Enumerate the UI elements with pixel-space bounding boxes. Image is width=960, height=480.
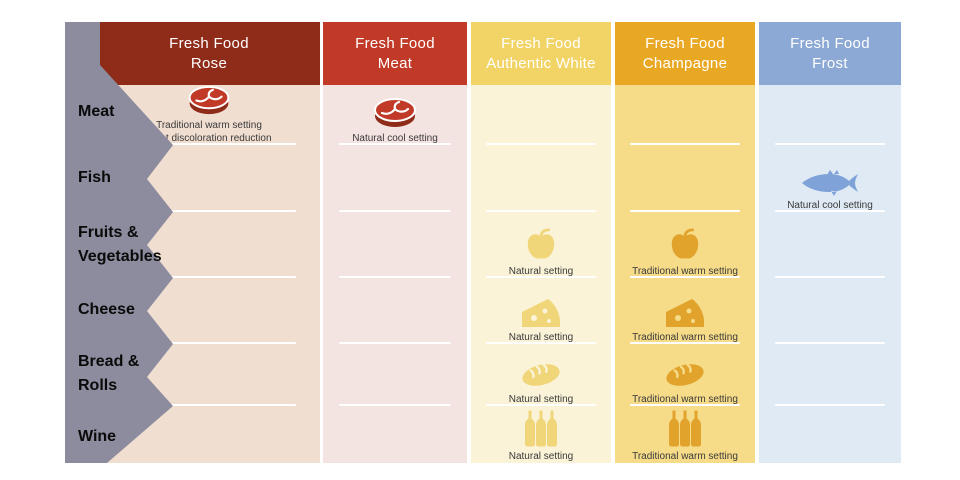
- cell-authentic-white-wine: Natural setting: [471, 406, 611, 468]
- column-fresh-food-meat: Fresh Food Meat Natural cool setting: [323, 22, 467, 463]
- row-separator: [338, 404, 452, 406]
- bread-icon: [666, 363, 704, 386]
- column-body-champagne: Traditional warm setting Traditional war…: [615, 85, 755, 463]
- row-label-cheese: Cheese: [78, 301, 135, 318]
- setting-text: Meat discoloration reduction: [146, 133, 272, 144]
- column-title-line1: Fresh Food: [501, 34, 581, 52]
- row-separator: [338, 276, 452, 278]
- column-title-line2: Frost: [812, 54, 848, 72]
- steak-icon: [374, 98, 416, 127]
- cell-champagne-wine: Traditional warm setting: [615, 406, 755, 468]
- setting-text: Natural cool setting: [352, 133, 438, 144]
- cell-champagne-cheese: Traditional warm setting: [615, 278, 755, 356]
- column-title-line1: Fresh Food: [790, 34, 870, 52]
- cell-authentic-white-fruits-vegetables: Natural setting: [471, 212, 611, 290]
- row-separator: [122, 143, 296, 145]
- row-separator: [774, 404, 886, 406]
- bread-icon: [522, 363, 560, 386]
- row-separator: [486, 404, 596, 406]
- row-separator: [122, 276, 296, 278]
- row-separator: [486, 143, 596, 145]
- column-title-line2: Meat: [377, 54, 413, 72]
- column-body-meat: Natural cool setting: [323, 85, 467, 463]
- row-separator: [338, 143, 452, 145]
- row-separator: [486, 276, 596, 278]
- wine-bottles-icon: [669, 410, 701, 447]
- row-separator: [630, 143, 740, 145]
- row-separator: [774, 342, 886, 344]
- cell-meat-meat: Natural cool setting: [323, 85, 467, 157]
- row-separator: [486, 210, 596, 212]
- setting-text: Traditional warm setting: [156, 120, 262, 131]
- column-header-rose: Fresh Food Rose: [98, 22, 320, 85]
- column-title-line2: Champagne: [642, 54, 728, 72]
- row-separator: [630, 342, 740, 344]
- column-body-authentic-white: Natural setting Natural setting: [471, 85, 611, 463]
- column-fresh-food-champagne: Fresh Food Champagne Traditional warm se…: [615, 22, 755, 463]
- row-separator: [338, 210, 452, 212]
- row-separator: [774, 276, 886, 278]
- column-title-line1: Fresh Food: [355, 34, 435, 52]
- row-separator: [486, 342, 596, 344]
- cell-authentic-white-bread-rolls: Natural setting: [471, 344, 611, 418]
- row-separator: [774, 143, 886, 145]
- row-label-bread-rolls: Bread & Rolls: [78, 353, 140, 394]
- row-separator: [122, 404, 296, 406]
- apple-icon: [671, 228, 699, 259]
- row-separator: [630, 404, 740, 406]
- row-label-wine: Wine: [78, 428, 117, 445]
- steak-icon: [188, 85, 230, 115]
- row-label-fruits-vegetables: Fruits & Vegetables: [78, 224, 162, 265]
- cell-rose-meat: Traditional warm setting Meat discolorat…: [98, 85, 320, 150]
- row-label-meat: Meat: [78, 103, 115, 120]
- setting-text: Traditional warm setting: [632, 332, 738, 343]
- column-header-frost: Fresh Food Frost: [759, 22, 901, 85]
- row-separator: [774, 210, 886, 212]
- row-separator: [630, 276, 740, 278]
- column-fresh-food-frost: Fresh Food Frost Natural cool setting: [759, 22, 901, 463]
- column-title-line2: Authentic White: [486, 54, 596, 72]
- column-title-line2: Rose: [190, 54, 228, 72]
- setting-text: Traditional warm setting: [632, 451, 738, 462]
- setting-text: Natural cool setting: [787, 200, 873, 211]
- column-fresh-food-authentic-white: Fresh Food Authentic White Natural setti…: [471, 22, 611, 463]
- setting-text: Traditional warm setting: [632, 266, 738, 277]
- column-title-line1: Fresh Food: [645, 34, 725, 52]
- wine-bottles-icon: [525, 410, 557, 447]
- row-label-fish: Fish: [78, 169, 111, 186]
- cell-frost-fish: Natural cool setting: [759, 145, 901, 226]
- column-header-authentic-white: Fresh Food Authentic White: [471, 22, 611, 85]
- column-title-line1: Fresh Food: [169, 34, 249, 52]
- setting-text: Traditional warm setting: [632, 394, 738, 405]
- cell-champagne-bread-rolls: Traditional warm setting: [615, 344, 755, 418]
- cheese-icon: [522, 299, 560, 327]
- setting-text: Natural setting: [508, 451, 574, 462]
- setting-text: Natural setting: [508, 394, 574, 405]
- column-header-meat: Fresh Food Meat: [323, 22, 467, 85]
- row-separator: [630, 210, 740, 212]
- setting-text: Natural setting: [508, 266, 574, 277]
- apple-icon: [527, 228, 555, 259]
- column-body-rose: Traditional warm setting Meat discolorat…: [98, 85, 320, 463]
- column-body-frost: Natural cool setting: [759, 85, 901, 463]
- column-header-champagne: Fresh Food Champagne: [615, 22, 755, 85]
- fish-icon: [802, 170, 858, 196]
- cheese-icon: [666, 299, 704, 327]
- row-separator: [122, 210, 296, 212]
- setting-text: Natural setting: [508, 332, 574, 343]
- cell-champagne-fruits-vegetables: Traditional warm setting: [615, 212, 755, 290]
- row-separator: [122, 342, 296, 344]
- row-separator: [338, 342, 452, 344]
- cell-authentic-white-cheese: Natural setting: [471, 278, 611, 356]
